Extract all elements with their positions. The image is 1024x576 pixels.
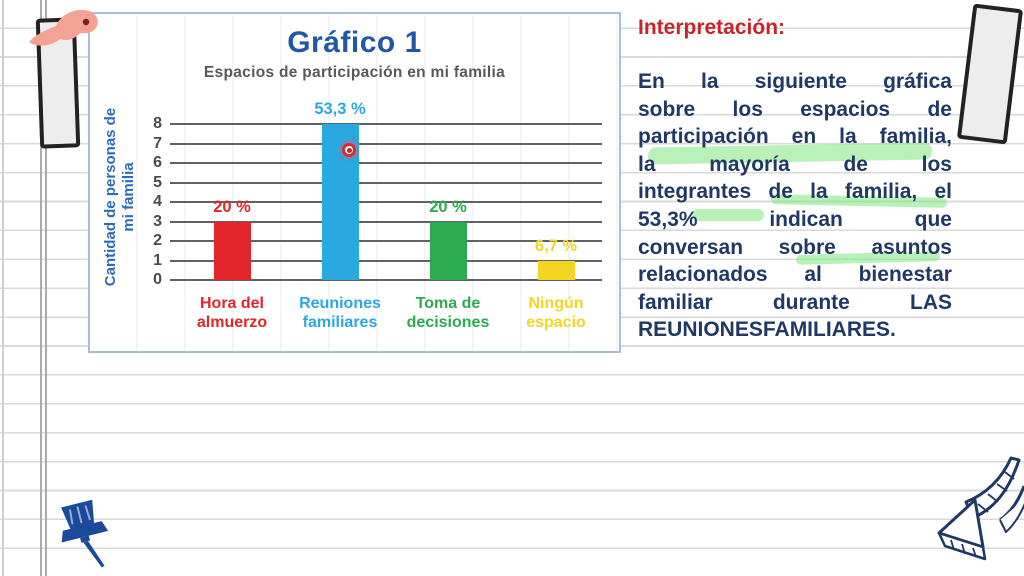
gridline xyxy=(170,240,602,242)
highlighter-stroke xyxy=(692,209,764,221)
pink-doodle-dot xyxy=(82,18,90,26)
pink-arrow-doodle-icon xyxy=(29,9,98,46)
margin-line xyxy=(40,0,42,576)
curved-arrow-icon xyxy=(937,456,1024,561)
pink-doodle-shape xyxy=(29,9,98,46)
chart-subtitle: Espacios de participación en mi familia xyxy=(203,64,506,81)
y-tick-label: 8 xyxy=(153,115,162,132)
y-tick-label: 7 xyxy=(153,134,162,152)
y-tick-label: 6 xyxy=(153,154,162,171)
interpretation-line: participación en la familia, xyxy=(638,125,952,149)
gridline xyxy=(170,142,602,145)
gridline xyxy=(170,201,602,203)
chart-bar xyxy=(213,221,251,280)
interpretation-body: En la siguiente gráfica sobre los espacios de pa… xyxy=(638,68,952,344)
chart-bar xyxy=(429,221,467,280)
chart-panel: Gráfico 1 Espacios de participación en m… xyxy=(88,12,621,353)
chart-bar xyxy=(537,260,575,280)
x-category-label: Hora del almuerzo xyxy=(196,295,268,331)
gridline xyxy=(170,123,602,125)
margin-line xyxy=(45,0,47,576)
x-category-label: Reuniones familiares xyxy=(299,295,381,331)
chart-plot: 8 7 6 5 4 3 2 1 0 20 % Hora del almuerzo 53,3 % Reuni… xyxy=(153,100,602,331)
interpretation-heading: Interpretación: xyxy=(638,16,786,39)
interpretation-line: la mayoría de los xyxy=(638,152,952,176)
gridline xyxy=(170,162,602,164)
chart-bar xyxy=(321,124,359,280)
y-axis-label-line1: Cantidad de personas de xyxy=(102,107,119,287)
interpretation-section: Interpretación: En la siguiente gráfica sobr… xyxy=(638,16,952,344)
bar-value-label: 53,3 % xyxy=(314,100,366,118)
x-category-label: Ningún espacio xyxy=(526,295,586,331)
bar-value-label: 20 % xyxy=(213,197,251,216)
interpretation-line: relacionados al bienestar xyxy=(638,263,952,287)
interpretation-line: En la siguiente gráfica xyxy=(638,70,952,93)
interpretation-line: integrantes de la familia, el xyxy=(638,180,952,204)
gridline xyxy=(170,181,602,184)
y-tick-label: 3 xyxy=(153,212,162,230)
x-category-label: Toma de decisiones xyxy=(406,295,490,331)
bar-value-label: 6,7 % xyxy=(534,236,578,255)
interpretation-line: familiar durante LAS xyxy=(638,290,952,314)
chart-title: Gráfico 1 xyxy=(287,26,422,59)
y-tick-label: 5 xyxy=(153,173,162,191)
y-tick-label: 0 xyxy=(153,271,162,288)
y-tick-label: 4 xyxy=(153,193,162,210)
gridline xyxy=(170,279,602,281)
y-tick-label: 1 xyxy=(153,251,162,269)
page-edge-line xyxy=(2,0,4,576)
gridline xyxy=(170,220,602,223)
interpretation-line: 53,3% indican que xyxy=(638,207,952,231)
interpretation-line: sobre los espacios de xyxy=(638,97,952,121)
interpretation-line: conversan sobre asuntos xyxy=(638,235,952,259)
y-tick-label: 2 xyxy=(153,232,162,249)
pushpin-icon xyxy=(61,499,109,568)
interpretation-line: REUNIONES FAMILIARES. xyxy=(638,318,896,342)
gridline xyxy=(170,259,602,262)
bar-value-label: 20 % xyxy=(429,197,467,216)
